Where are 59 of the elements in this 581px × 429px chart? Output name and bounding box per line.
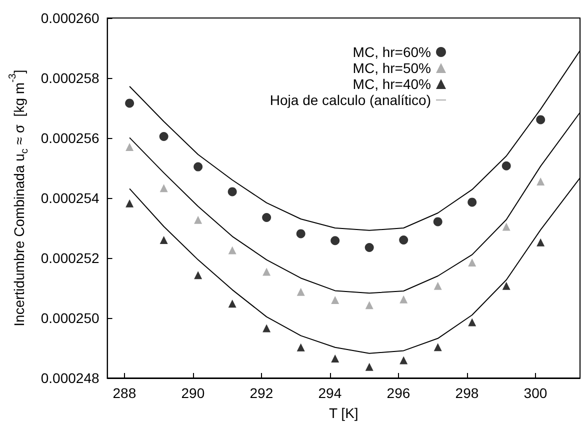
y-tick-label: 0.000258 [40,70,100,86]
x-tick-label: 296 [386,385,410,401]
x-tick-label: 298 [455,385,479,401]
point [331,296,340,304]
point [399,236,408,244]
point [434,343,442,352]
point [400,295,408,304]
point [160,184,168,192]
point [434,282,442,290]
point [228,246,236,254]
point [536,238,545,246]
x-tick-label: 292 [250,385,274,401]
y-tick-label: 0.000254 [40,190,100,206]
y-tick-label: 0.000260 [40,10,100,26]
x-axis-title: T [K] [328,405,358,421]
point [468,198,477,207]
point [126,199,134,208]
point [126,143,134,151]
point [262,324,271,332]
point [194,271,202,280]
legend-label: MC, hr=40% [352,76,431,92]
point [468,318,476,326]
x-tick-label: 290 [181,385,205,401]
point [468,258,476,266]
point [365,362,374,371]
legend-label: Hoja de calculo (analítico) [270,92,431,108]
point [365,301,374,310]
point [194,162,203,172]
point [296,343,305,352]
point [502,161,511,170]
point [262,268,271,276]
point [330,236,340,246]
point [228,300,236,308]
y-tick-label: 0.000256 [40,130,100,146]
x-tick-label: 300 [524,385,548,401]
y-axis-title: Incertidumbre Combinada uc ≈ σ [kg m-3] [8,70,30,326]
y-tick-label: 0.000248 [40,370,100,386]
point [296,229,306,238]
point [159,132,168,141]
point [262,213,272,222]
legend-label: MC, hr=60% [352,44,431,60]
y-tick-label: 0.000252 [40,250,100,266]
point [125,98,134,108]
point [364,243,374,252]
point [536,178,545,186]
x-tick-label: 288 [112,385,136,401]
point [296,288,305,296]
point [433,217,442,226]
point [194,216,202,224]
point [331,354,340,362]
y-tick-label: 0.000250 [40,310,100,326]
point [228,187,237,196]
point [502,282,510,290]
point [536,115,546,124]
point [400,356,408,364]
legend-label: MC, hr=50% [352,60,431,76]
point [160,236,168,244]
x-tick-label: 294 [318,385,342,401]
point [502,222,510,231]
